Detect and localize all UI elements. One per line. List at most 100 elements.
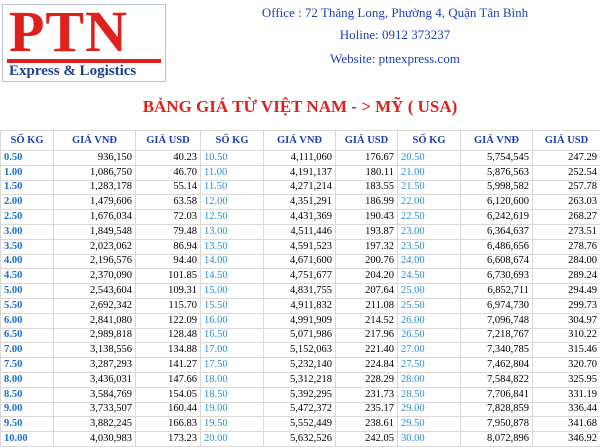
price-cell: 207.64 [336, 284, 398, 299]
logo-name: PTN [9, 3, 128, 61]
weight-cell: 10.50 [201, 151, 264, 166]
weight-cell: 12.50 [201, 210, 264, 225]
price-cell: 101.85 [136, 269, 201, 284]
weight-cell: 5.00 [1, 284, 54, 299]
weight-cell: 30.00 [398, 432, 461, 447]
weight-cell: 6.50 [1, 328, 54, 343]
weight-cell: 28.00 [398, 372, 461, 387]
weight-cell: 1.00 [1, 165, 54, 180]
price-cell: 5,312,218 [264, 372, 336, 387]
price-cell: 252.54 [533, 165, 600, 180]
price-cell: 8,072,896 [461, 432, 533, 447]
weight-cell: 13.50 [201, 239, 264, 254]
price-cell: 200.76 [336, 254, 398, 269]
price-cell: 2,989,818 [54, 328, 136, 343]
column-header: GIÁ VNĐ [54, 131, 136, 151]
price-cell: 4,271,214 [264, 180, 336, 195]
price-cell: 204.20 [336, 269, 398, 284]
weight-cell: 2.50 [1, 210, 54, 225]
price-cell: 46.70 [136, 165, 201, 180]
price-cell: 6,364,637 [461, 224, 533, 239]
weight-cell: 12.00 [201, 195, 264, 210]
price-cell: 3,287,293 [54, 358, 136, 373]
website: Website: ptnexpress.com [190, 51, 600, 67]
weight-cell: 16.50 [201, 328, 264, 343]
weight-cell: 2.00 [1, 195, 54, 210]
column-header: SỐ KG [398, 131, 461, 151]
weight-cell: 7.50 [1, 358, 54, 373]
price-cell: 4,911,832 [264, 298, 336, 313]
weight-cell: 21.00 [398, 165, 461, 180]
page: {"logo": {"name": "PTN", "tagline": "Exp… [0, 0, 600, 426]
weight-cell: 27.50 [398, 358, 461, 373]
weight-cell: 15.00 [201, 284, 264, 299]
weight-cell: 20.50 [398, 151, 461, 166]
price-cell: 2,543,604 [54, 284, 136, 299]
weight-cell: 8.50 [1, 387, 54, 402]
price-cell: 4,191,137 [264, 165, 336, 180]
office: Office : 72 Thăng Long, Phường 4, Quận T… [190, 5, 600, 21]
weight-cell: 25.50 [398, 298, 461, 313]
price-cell: 273.51 [533, 224, 600, 239]
weight-cell: 17.00 [201, 343, 264, 358]
weight-cell: 16.00 [201, 313, 264, 328]
price-cell: 5,071,986 [264, 328, 336, 343]
price-cell: 341.68 [533, 417, 600, 432]
price-cell: 63.58 [136, 195, 201, 210]
price-cell: 3,584,769 [54, 387, 136, 402]
weight-cell: 13.00 [201, 224, 264, 239]
price-cell: 79.48 [136, 224, 201, 239]
weight-cell: 4.00 [1, 254, 54, 269]
price-cell: 1,283,178 [54, 180, 136, 195]
weight-cell: 29.00 [398, 402, 461, 417]
price-cell: 1,849,548 [54, 224, 136, 239]
price-cell: 3,733,507 [54, 402, 136, 417]
weight-cell: 27.00 [398, 343, 461, 358]
title: BẢNG GIÁ TỪ VIỆT NAM - > MỸ ( USA) [0, 97, 600, 117]
price-cell: 1,086,750 [54, 165, 136, 180]
price-cell: 180.11 [336, 165, 398, 180]
price-cell: 7,950,878 [461, 417, 533, 432]
price-cell: 325.95 [533, 372, 600, 387]
price-cell: 242.05 [336, 432, 398, 447]
price-cell: 5,754,545 [461, 151, 533, 166]
price-cell: 289.24 [533, 269, 600, 284]
weight-cell: 25.00 [398, 284, 461, 299]
price-cell: 4,991,909 [264, 313, 336, 328]
weight-cell: 3.00 [1, 224, 54, 239]
price-cell: 86.94 [136, 239, 201, 254]
price-cell: 5,552,449 [264, 417, 336, 432]
price-cell: 4,591,523 [264, 239, 336, 254]
price-cell: 193.87 [336, 224, 398, 239]
price-cell: 331.19 [533, 387, 600, 402]
price-cell: 2,196,576 [54, 254, 136, 269]
price-cell: 109.31 [136, 284, 201, 299]
price-cell: 3,138,556 [54, 343, 136, 358]
price-cell: 4,030,983 [54, 432, 136, 447]
price-cell: 263.03 [533, 195, 600, 210]
weight-cell: 14.00 [201, 254, 264, 269]
price-cell: 128.48 [136, 328, 201, 343]
weight-cell: 15.50 [201, 298, 264, 313]
weight-cell: 3.50 [1, 239, 54, 254]
price-cell: 217.96 [336, 328, 398, 343]
price-cell: 5,472,372 [264, 402, 336, 417]
price-cell: 231.73 [336, 387, 398, 402]
price-cell: 211.08 [336, 298, 398, 313]
weight-cell: 9.50 [1, 417, 54, 432]
weight-cell: 11.00 [201, 165, 264, 180]
price-cell: 197.32 [336, 239, 398, 254]
hotline: Holine: 0912 373237 [190, 27, 600, 43]
price-cell: 257.78 [533, 180, 600, 195]
column-header: SỐ KG [201, 131, 264, 151]
